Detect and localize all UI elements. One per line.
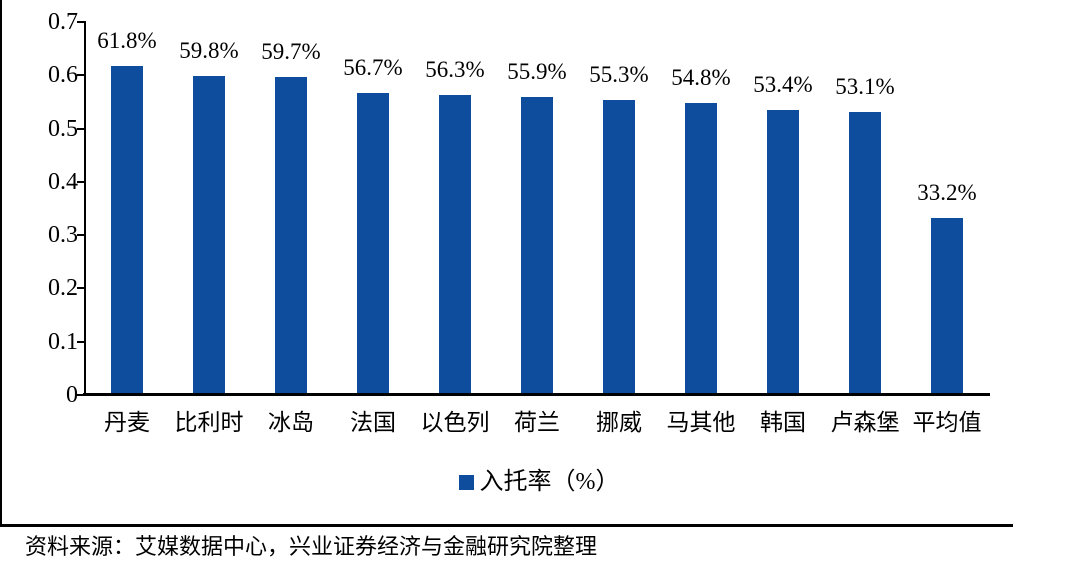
bar-value-label: 61.8% [97, 28, 157, 53]
x-axis-category-label: 马其他 [666, 410, 736, 435]
y-axis-line [84, 21, 86, 395]
bar-平均值 [931, 218, 963, 393]
page-left-border-line [0, 0, 2, 527]
y-axis-tick-label: 0.6 [48, 62, 78, 89]
y-axis-tick-label: 0.7 [48, 9, 78, 35]
bar-马其他 [685, 103, 717, 393]
y-axis-tick-mark [77, 234, 86, 237]
bar-挪威 [603, 100, 635, 393]
bar-卢森堡 [849, 112, 881, 393]
bar-法国 [357, 93, 389, 393]
x-axis-category-label: 法国 [350, 410, 396, 435]
legend-swatch-icon [458, 474, 474, 490]
x-axis-baseline [83, 393, 990, 396]
bar-丹麦 [111, 66, 143, 393]
divider-line [0, 524, 1013, 527]
y-axis-tick-mark [77, 21, 86, 23]
bar-比利时 [193, 76, 225, 393]
bar-value-label: 59.7% [261, 39, 321, 64]
x-axis-category-label: 冰岛 [268, 410, 314, 435]
legend-series-label: 入托率（%） [479, 469, 620, 495]
bar-韩国 [767, 110, 799, 393]
x-axis-category-label: 比利时 [174, 410, 244, 435]
bar-value-label: 56.3% [425, 57, 485, 82]
y-axis-tick-label: 0.5 [48, 115, 78, 142]
bar-以色列 [439, 95, 471, 393]
y-axis-tick-mark [77, 394, 86, 396]
y-axis-tick-mark [77, 340, 86, 343]
bar-value-label: 55.3% [589, 62, 649, 87]
y-axis-tick-mark [77, 180, 86, 183]
bar-value-label: 33.2% [917, 180, 977, 205]
x-axis-category-label: 荷兰 [514, 410, 560, 435]
y-axis-tick-label: 0.1 [48, 328, 78, 355]
bar-value-label: 53.4% [753, 72, 813, 97]
y-axis-tick-label: 0.3 [48, 222, 78, 249]
bar-value-label: 53.1% [835, 74, 895, 99]
bar-荷兰 [521, 97, 553, 393]
y-axis-tick-mark [77, 127, 86, 130]
y-axis-tick-label: 0.2 [48, 275, 78, 302]
y-axis-tick-mark [77, 287, 86, 290]
bar-冰岛 [275, 77, 307, 393]
y-axis-tick-mark [77, 74, 86, 77]
x-axis-category-label: 卢森堡 [830, 410, 900, 435]
bar-value-label: 56.7% [343, 55, 403, 80]
bar-chart: 0 0.1 0.2 0.3 0.4 0.5 0.6 0.7 61.8% 丹麦 59.8% 比利时 59… [0, 9, 1078, 496]
source-note: 资料来源：艾媒数据中心，兴业证券经济与金融研究院整理 [25, 534, 598, 559]
y-axis-tick-label: 0.4 [48, 168, 78, 195]
y-axis-tick-label: 0 [66, 382, 78, 408]
x-axis-category-label: 韩国 [760, 410, 806, 435]
x-axis-category-label: 挪威 [596, 410, 642, 435]
x-axis-category-label: 以色列 [420, 410, 490, 435]
x-axis-category-label: 丹麦 [104, 410, 150, 435]
x-axis-category-label: 平均值 [912, 410, 982, 435]
bar-value-label: 54.8% [671, 65, 731, 90]
bar-value-label: 55.9% [507, 59, 567, 84]
bar-value-label: 59.8% [179, 38, 239, 63]
legend: 入托率（%） [0, 468, 1078, 496]
